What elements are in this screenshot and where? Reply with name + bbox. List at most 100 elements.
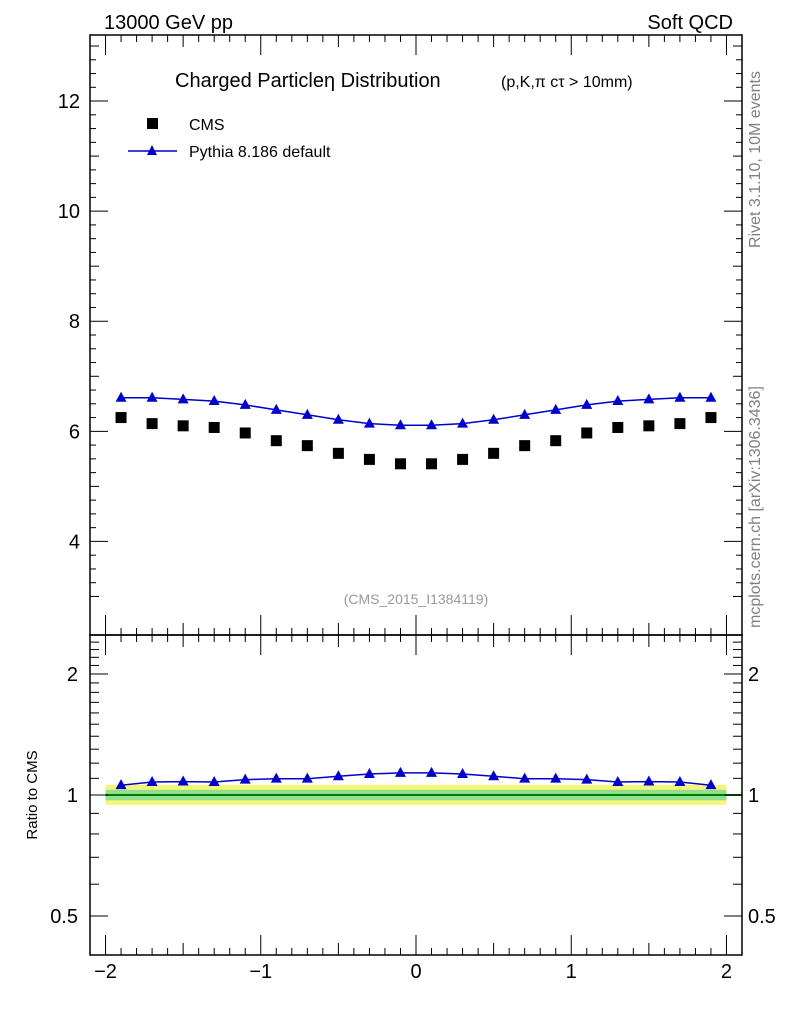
pythia-point <box>643 393 655 404</box>
cms-point <box>270 435 282 447</box>
pythia-point <box>332 413 344 424</box>
cms-point <box>581 427 593 439</box>
cms-point <box>363 453 375 465</box>
pythia-point <box>674 391 686 402</box>
ratio-pythia-point <box>270 772 282 783</box>
main-panel: 4 6 8 10 12 Charged Particleη Distributi… <box>58 34 743 636</box>
ratio-y-tick-labels-right: 0.5 1 2 <box>748 664 776 928</box>
cms-point <box>519 440 531 452</box>
pythia-point <box>457 417 469 428</box>
pythia-curve <box>121 397 711 427</box>
rivet-version-label: Rivet 3.1.10, 10M events <box>747 71 764 248</box>
cms-point <box>115 412 127 424</box>
ratio-pythia-point <box>301 772 313 783</box>
cms-point <box>332 447 344 459</box>
pythia-point <box>394 419 406 430</box>
cms-point <box>301 440 313 452</box>
pythia-point <box>488 413 500 424</box>
pythia-point <box>115 391 127 402</box>
pythia-point <box>550 403 562 414</box>
y-tick-label-4: 4 <box>69 531 80 553</box>
pythia-point <box>146 391 158 402</box>
mcplots-source-label: mcplots.cern.ch [arXiv:1306.3436] <box>747 386 764 628</box>
ratio-pythia-point <box>394 766 406 777</box>
cms-point <box>394 458 406 470</box>
cms-point <box>705 412 717 424</box>
pythia-point <box>208 395 220 406</box>
cms-point <box>488 447 500 459</box>
x-tick-label-2: 2 <box>721 961 732 983</box>
ratio-pythia-point <box>457 767 469 778</box>
main-axis-ticks <box>90 35 742 635</box>
x-tick-label-1: 1 <box>566 961 577 983</box>
y-tick-label-8: 8 <box>69 311 80 333</box>
cms-point <box>239 427 251 439</box>
pythia-point <box>239 398 251 409</box>
y-tick-label-12: 12 <box>58 91 80 113</box>
pythia-point <box>301 408 313 419</box>
ratio-pythia-point <box>550 772 562 783</box>
analysis-id-label: (CMS_2015_I1384119) <box>344 591 489 607</box>
ratio-pythia-point <box>426 766 438 777</box>
cms-point <box>177 420 189 432</box>
ratio-pythia-point <box>363 767 375 778</box>
pythia-point <box>705 391 717 402</box>
pythia-point <box>519 408 531 419</box>
ratio-pythia-point <box>177 775 189 786</box>
ratio-uncertainty-bands <box>105 784 742 805</box>
main-data-marks <box>115 391 717 470</box>
ratio-pythia-point <box>146 776 158 787</box>
ratio-y-tick-label-0-5: 0.5 <box>50 906 78 928</box>
cms-point <box>146 418 158 430</box>
cms-point <box>643 420 655 432</box>
pythia-point <box>426 419 438 430</box>
cms-point <box>208 421 220 433</box>
x-tick-label-0: 0 <box>410 961 421 983</box>
pythia-point <box>612 395 624 406</box>
ratio-y-tick-label-right-1: 1 <box>748 785 759 807</box>
legend-pythia-label: Pythia 8.186 default <box>189 144 331 161</box>
pythia-point <box>581 398 593 409</box>
ratio-y-tick-label-2: 2 <box>67 664 78 686</box>
cms-point <box>457 453 469 465</box>
cms-point <box>426 458 438 470</box>
ratio-pythia-point <box>643 775 655 786</box>
ratio-y-tick-labels: 0.5 1 2 <box>50 664 78 928</box>
ratio-axis-ticks <box>90 634 742 956</box>
legend-pythia-marker <box>147 145 157 155</box>
cms-point <box>612 421 624 433</box>
ratio-pythia-point <box>674 776 686 787</box>
x-tick-labels: −2 −1 0 1 2 <box>94 961 732 983</box>
y-tick-label-6: 6 <box>69 421 80 443</box>
ratio-pythia-point <box>332 770 344 781</box>
y-tick-label-10: 10 <box>58 201 80 223</box>
chart-subtitle: (p,K,π cτ > 10mm) <box>501 74 633 91</box>
legend: CMS Pythia 8.186 default <box>128 117 331 161</box>
ratio-y-tick-label-1: 1 <box>67 785 78 807</box>
pythia-point <box>363 417 375 428</box>
pythia-point <box>270 403 282 414</box>
legend-cms-label: CMS <box>189 117 225 134</box>
ratio-y-axis-label: Ratio to CMS <box>24 750 41 839</box>
cms-point <box>550 435 562 447</box>
cms-point <box>674 418 686 430</box>
legend-cms-marker <box>147 118 158 129</box>
header-process: Soft QCD <box>647 12 733 34</box>
pythia-point <box>177 393 189 404</box>
ratio-panel: 0.5 1 2 0.5 1 2 Ratio to CMS −2 −1 0 1 2 <box>24 634 776 983</box>
ratio-data-marks <box>115 766 717 790</box>
ratio-pythia-point <box>488 770 500 781</box>
main-panel-frame <box>89 34 743 636</box>
ratio-pythia-point <box>612 776 624 787</box>
ratio-y-tick-label-right-0-5: 0.5 <box>748 906 776 928</box>
header-energy: 13000 GeV pp <box>104 12 233 34</box>
chart-title: Charged Particleη Distribution <box>175 70 441 92</box>
ratio-y-tick-label-right-2: 2 <box>748 664 759 686</box>
ratio-pythia-point <box>519 772 531 783</box>
ratio-pythia-point <box>581 773 593 784</box>
main-y-tick-labels: 4 6 8 10 12 <box>58 91 80 553</box>
x-tick-label-minus-1: −1 <box>249 961 272 983</box>
ratio-pythia-point <box>705 779 717 790</box>
ratio-pythia-point <box>208 776 220 787</box>
